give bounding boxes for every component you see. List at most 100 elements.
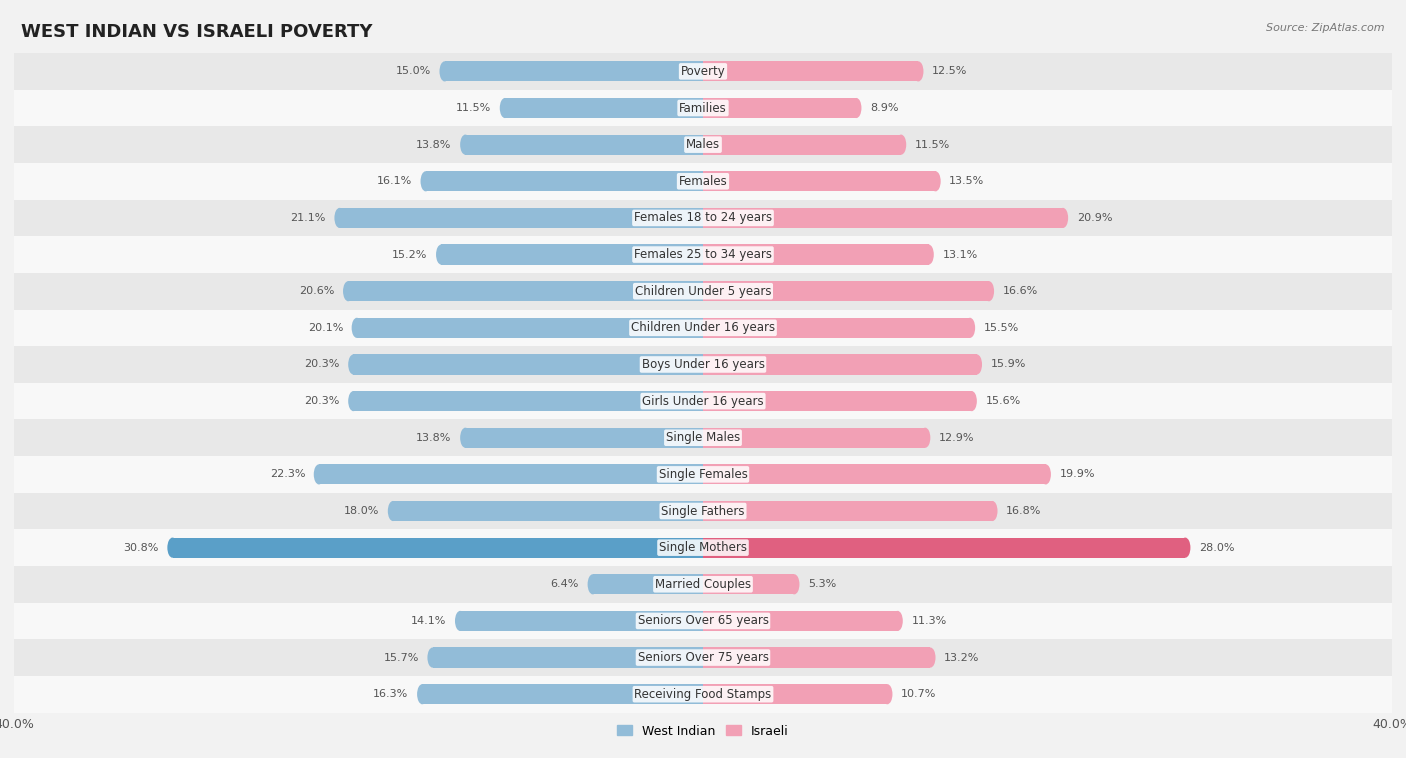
FancyBboxPatch shape bbox=[14, 639, 1392, 676]
Text: 16.3%: 16.3% bbox=[373, 689, 409, 699]
Text: 20.3%: 20.3% bbox=[304, 396, 340, 406]
Text: 16.6%: 16.6% bbox=[1002, 287, 1038, 296]
Text: 16.8%: 16.8% bbox=[1007, 506, 1042, 516]
Bar bbox=[505, 98, 703, 118]
FancyBboxPatch shape bbox=[14, 89, 1392, 127]
FancyBboxPatch shape bbox=[14, 383, 1392, 419]
Bar bbox=[319, 465, 703, 484]
Bar bbox=[353, 355, 703, 374]
Text: 15.2%: 15.2% bbox=[392, 249, 427, 259]
Text: Receiving Food Stamps: Receiving Food Stamps bbox=[634, 688, 772, 700]
Text: 14.1%: 14.1% bbox=[411, 616, 446, 626]
Text: 22.3%: 22.3% bbox=[270, 469, 305, 479]
Bar bbox=[433, 647, 703, 668]
Text: 13.5%: 13.5% bbox=[949, 177, 984, 186]
Text: Children Under 16 years: Children Under 16 years bbox=[631, 321, 775, 334]
Text: Poverty: Poverty bbox=[681, 65, 725, 78]
Text: Females 25 to 34 years: Females 25 to 34 years bbox=[634, 248, 772, 261]
Bar bbox=[173, 537, 703, 558]
Text: Girls Under 16 years: Girls Under 16 years bbox=[643, 395, 763, 408]
Bar bbox=[703, 537, 1185, 558]
Text: 11.3%: 11.3% bbox=[911, 616, 946, 626]
Bar bbox=[703, 135, 901, 155]
Ellipse shape bbox=[456, 611, 465, 631]
FancyBboxPatch shape bbox=[14, 603, 1392, 639]
Bar bbox=[703, 171, 935, 191]
Text: 30.8%: 30.8% bbox=[124, 543, 159, 553]
FancyBboxPatch shape bbox=[14, 199, 1392, 236]
Bar bbox=[703, 684, 887, 704]
Ellipse shape bbox=[920, 428, 931, 448]
Text: 13.1%: 13.1% bbox=[942, 249, 977, 259]
Bar bbox=[703, 98, 856, 118]
Ellipse shape bbox=[460, 135, 471, 155]
Bar bbox=[357, 318, 703, 338]
Text: Single Mothers: Single Mothers bbox=[659, 541, 747, 554]
FancyBboxPatch shape bbox=[14, 273, 1392, 309]
Bar bbox=[703, 318, 970, 338]
Ellipse shape bbox=[588, 575, 598, 594]
Ellipse shape bbox=[420, 171, 430, 191]
Bar bbox=[703, 465, 1046, 484]
FancyBboxPatch shape bbox=[14, 419, 1392, 456]
Text: 11.5%: 11.5% bbox=[915, 139, 950, 149]
Ellipse shape bbox=[460, 428, 471, 448]
Text: Married Couples: Married Couples bbox=[655, 578, 751, 590]
Text: 12.9%: 12.9% bbox=[939, 433, 974, 443]
Text: 18.0%: 18.0% bbox=[344, 506, 380, 516]
Text: 5.3%: 5.3% bbox=[808, 579, 837, 589]
Ellipse shape bbox=[352, 318, 361, 338]
FancyBboxPatch shape bbox=[14, 566, 1392, 603]
Text: 20.1%: 20.1% bbox=[308, 323, 343, 333]
Bar bbox=[426, 171, 703, 191]
Ellipse shape bbox=[1040, 465, 1050, 484]
Text: 28.0%: 28.0% bbox=[1199, 543, 1234, 553]
Text: 19.9%: 19.9% bbox=[1060, 469, 1095, 479]
Ellipse shape bbox=[167, 537, 177, 558]
Ellipse shape bbox=[965, 318, 976, 338]
Text: Source: ZipAtlas.com: Source: ZipAtlas.com bbox=[1267, 23, 1385, 33]
Bar bbox=[353, 391, 703, 411]
FancyBboxPatch shape bbox=[14, 493, 1392, 529]
FancyBboxPatch shape bbox=[14, 676, 1392, 713]
Text: 10.7%: 10.7% bbox=[901, 689, 936, 699]
Ellipse shape bbox=[436, 245, 446, 265]
Text: Single Males: Single Males bbox=[666, 431, 740, 444]
Ellipse shape bbox=[972, 355, 981, 374]
FancyBboxPatch shape bbox=[14, 236, 1392, 273]
Ellipse shape bbox=[893, 611, 903, 631]
Ellipse shape bbox=[343, 281, 353, 301]
Ellipse shape bbox=[349, 391, 359, 411]
Bar bbox=[349, 281, 703, 301]
Ellipse shape bbox=[427, 647, 437, 668]
Text: 15.0%: 15.0% bbox=[395, 67, 430, 77]
FancyBboxPatch shape bbox=[14, 53, 1392, 89]
Bar bbox=[703, 61, 918, 81]
Bar bbox=[465, 135, 703, 155]
FancyBboxPatch shape bbox=[14, 456, 1392, 493]
Text: 15.9%: 15.9% bbox=[991, 359, 1026, 369]
Text: 15.7%: 15.7% bbox=[384, 653, 419, 662]
Text: Males: Males bbox=[686, 138, 720, 151]
Ellipse shape bbox=[335, 208, 344, 228]
Text: Seniors Over 75 years: Seniors Over 75 years bbox=[637, 651, 769, 664]
Text: 13.8%: 13.8% bbox=[416, 433, 451, 443]
Text: Females 18 to 24 years: Females 18 to 24 years bbox=[634, 211, 772, 224]
Legend: West Indian, Israeli: West Indian, Israeli bbox=[613, 719, 793, 743]
Bar bbox=[422, 684, 703, 704]
Text: 20.6%: 20.6% bbox=[299, 287, 335, 296]
Ellipse shape bbox=[896, 135, 907, 155]
Text: 6.4%: 6.4% bbox=[551, 579, 579, 589]
Text: Seniors Over 65 years: Seniors Over 65 years bbox=[637, 615, 769, 628]
FancyBboxPatch shape bbox=[14, 163, 1392, 199]
Bar bbox=[703, 575, 794, 594]
Text: Single Fathers: Single Fathers bbox=[661, 505, 745, 518]
Ellipse shape bbox=[987, 501, 997, 521]
Text: Females: Females bbox=[679, 175, 727, 188]
Text: Boys Under 16 years: Boys Under 16 years bbox=[641, 358, 765, 371]
Bar bbox=[703, 611, 897, 631]
Bar bbox=[703, 208, 1063, 228]
Ellipse shape bbox=[349, 355, 359, 374]
FancyBboxPatch shape bbox=[14, 309, 1392, 346]
FancyBboxPatch shape bbox=[14, 529, 1392, 566]
